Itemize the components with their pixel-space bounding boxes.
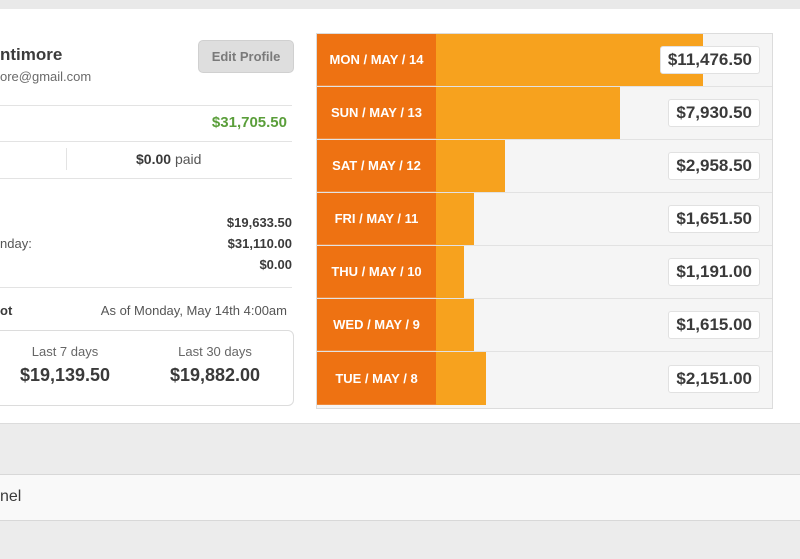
chart-value-label: $7,930.50 bbox=[668, 99, 760, 127]
balance-value: $31,110.00 bbox=[227, 236, 292, 251]
chart-bar bbox=[436, 140, 505, 192]
chart-day-label: MON / MAY / 14 bbox=[317, 34, 436, 86]
chart-bar bbox=[436, 246, 464, 298]
chart-row: SUN / MAY / 13 $7,930.50 bbox=[317, 87, 772, 140]
chart-value-label: $11,476.50 bbox=[659, 46, 760, 74]
chart-row: THU / MAY / 10 $1,191.00 bbox=[317, 246, 772, 299]
chart-value-label: $1,615.00 bbox=[668, 311, 760, 339]
chart-bar bbox=[436, 352, 486, 405]
chart-day-label: SUN / MAY / 13 bbox=[317, 87, 436, 139]
edit-profile-button[interactable]: Edit Profile bbox=[198, 40, 294, 73]
stat-label: Last 7 days bbox=[31, 344, 99, 359]
divider bbox=[0, 105, 292, 106]
stat-last-30-days: Last 30 days $19,882.00 bbox=[145, 344, 285, 386]
stat-value: $19,882.00 bbox=[169, 365, 261, 385]
stat-value: $19,139.50 bbox=[19, 365, 111, 385]
balance-value: $0.00 bbox=[259, 257, 292, 272]
chart-bar bbox=[436, 34, 703, 86]
earnings-card: ntimore ore@gmail.com Edit Profile $31,7… bbox=[0, 9, 800, 424]
balance-value: $19,633.50 bbox=[226, 215, 292, 230]
bottom-panel-title: nel bbox=[0, 488, 22, 505]
paid-suffix: paid bbox=[174, 151, 202, 167]
bottom-panel: nel bbox=[0, 474, 800, 521]
profile-name: ntimore bbox=[0, 45, 63, 64]
divider bbox=[66, 148, 67, 170]
chart-value-label: $1,651.50 bbox=[668, 205, 760, 233]
divider bbox=[0, 141, 292, 142]
divider bbox=[0, 178, 292, 179]
stat-label: Last 30 days bbox=[178, 344, 252, 359]
chart-row: FRI / MAY / 11 $1,651.50 bbox=[317, 193, 772, 246]
chart-day-label: THU / MAY / 10 bbox=[317, 246, 436, 298]
chart-day-label: WED / MAY / 9 bbox=[317, 299, 436, 351]
paid-amount: $0.00 bbox=[136, 151, 172, 167]
divider bbox=[0, 287, 292, 288]
chart-row: SAT / MAY / 12 $2,958.50 bbox=[317, 140, 772, 193]
chart-row: TUE / MAY / 8 $2,151.00 bbox=[317, 352, 772, 405]
profile-email: ore@gmail.com bbox=[0, 69, 92, 84]
balance-label: nday: bbox=[0, 236, 32, 251]
top-strip bbox=[0, 0, 800, 9]
total-earnings: $31,705.50 bbox=[211, 114, 287, 131]
chart-value-label: $2,958.50 bbox=[668, 152, 760, 180]
chart-day-label: SAT / MAY / 12 bbox=[317, 140, 436, 192]
chart-value-label: $1,191.00 bbox=[668, 258, 760, 286]
snapshot-title: ot bbox=[0, 303, 13, 318]
stat-last-7-days: Last 7 days $19,139.50 bbox=[0, 344, 135, 386]
chart-bar bbox=[436, 193, 474, 245]
daily-earnings-chart: MON / MAY / 14 $11,476.50 SUN / MAY / 13 $7… bbox=[316, 33, 773, 409]
chart-row: MON / MAY / 14 $11,476.50 bbox=[317, 34, 772, 87]
chart-value-label: $2,151.00 bbox=[668, 364, 760, 393]
snapshot-as-of: As of Monday, May 14th 4:00am bbox=[100, 303, 287, 318]
chart-row: WED / MAY / 9 $1,615.00 bbox=[317, 299, 772, 352]
chart-bar bbox=[436, 299, 474, 351]
chart-day-label: FRI / MAY / 11 bbox=[317, 193, 436, 245]
chart-bar bbox=[436, 87, 620, 139]
paid-status: $0.00 paid bbox=[136, 151, 201, 167]
chart-day-label: TUE / MAY / 8 bbox=[317, 352, 436, 405]
stats-box: Last 7 days $19,139.50 Last 30 days $19,… bbox=[0, 330, 294, 406]
